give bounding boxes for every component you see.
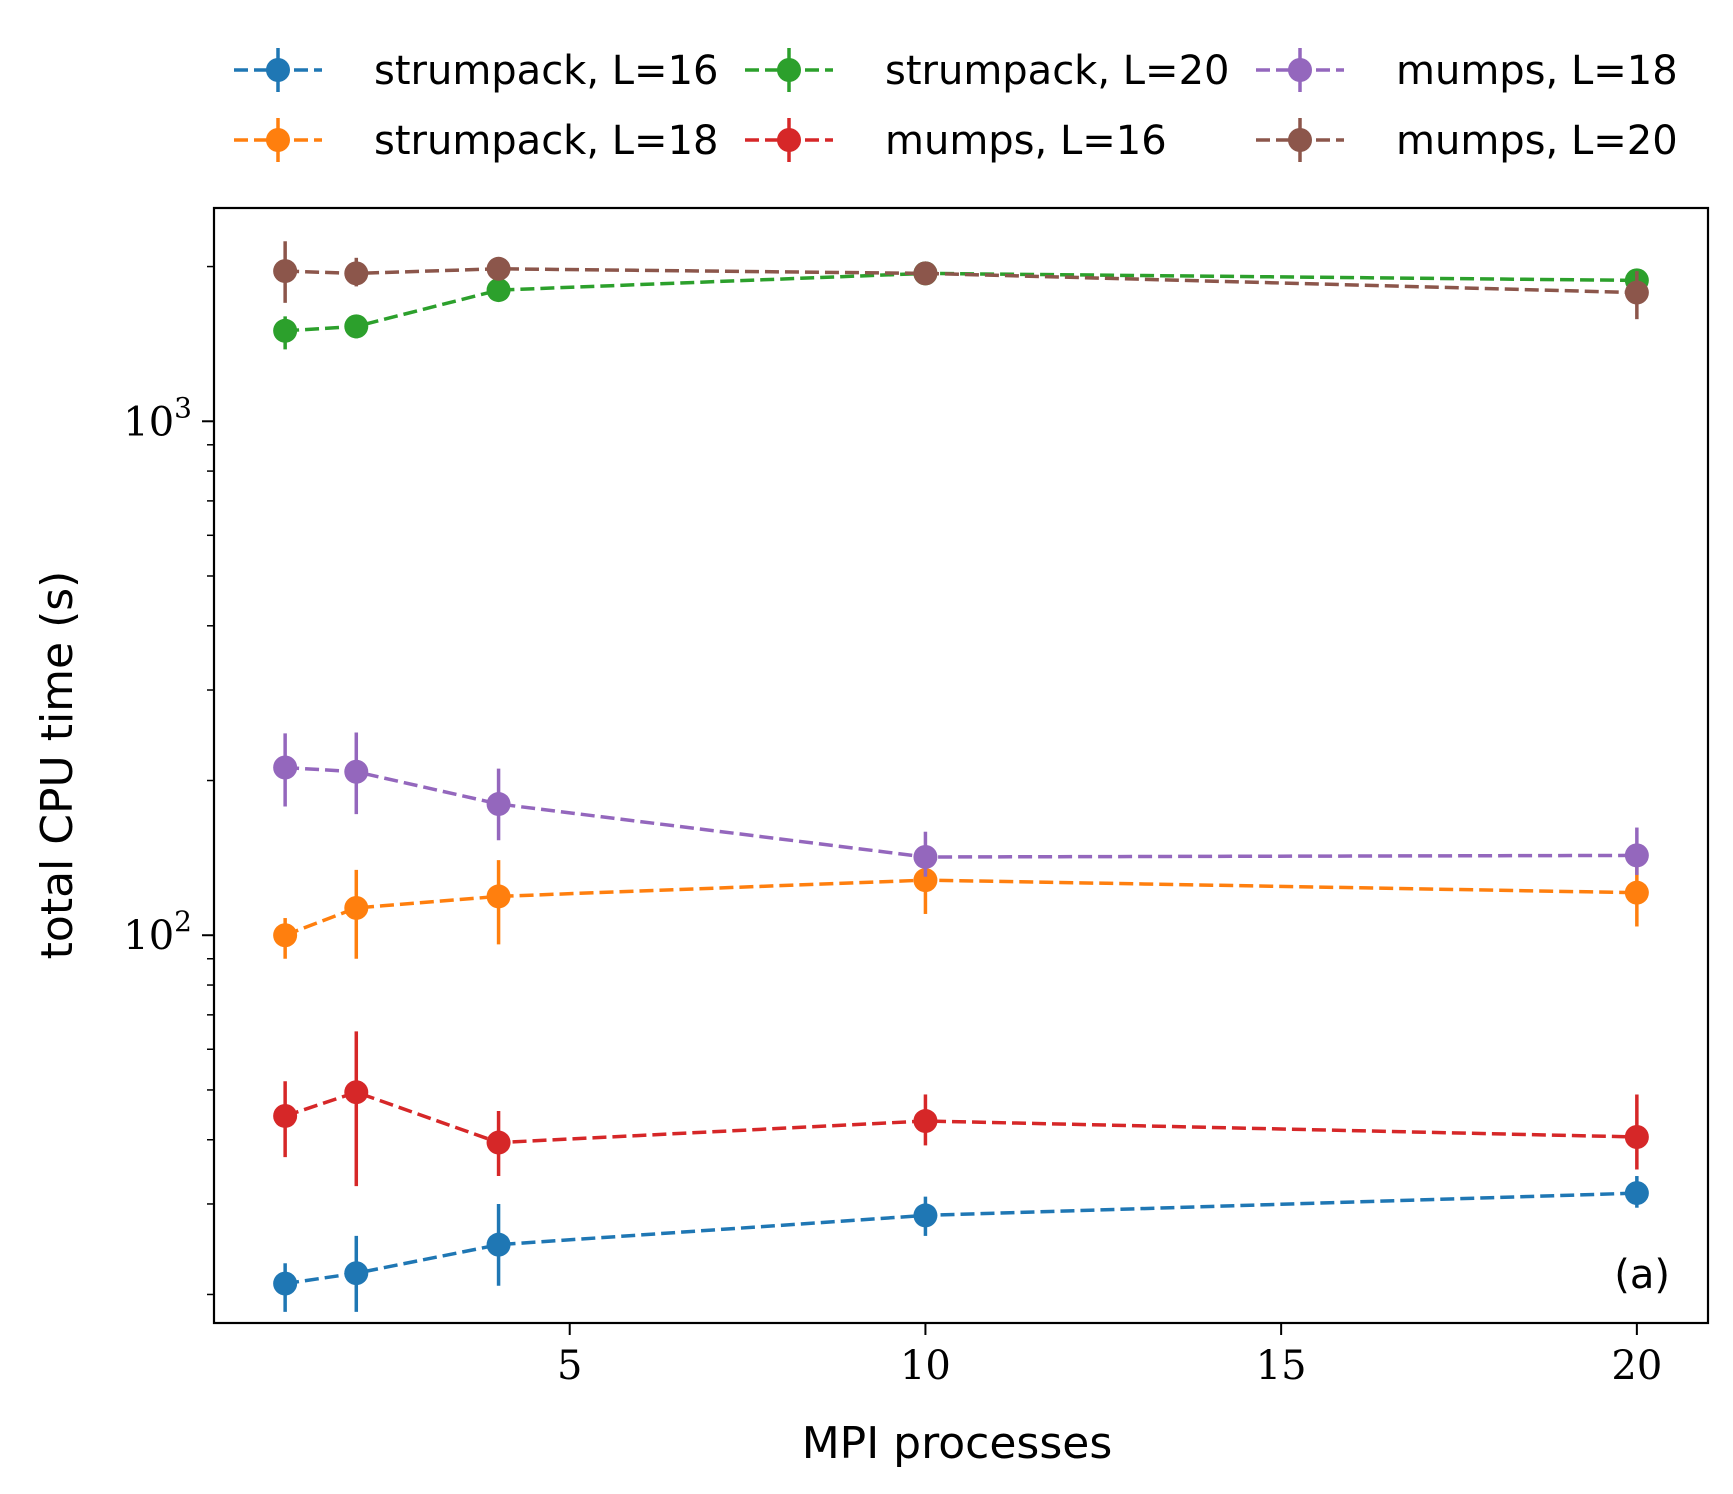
legend-entry-1: strumpack, L=18 [234,118,718,164]
data-point [1624,880,1649,905]
series-4 [273,732,1649,877]
legend-marker-swatch [266,128,290,152]
data-point [344,314,369,339]
panel-label: (a) [1614,1252,1670,1298]
data-point [486,792,511,817]
plot-frame [212,206,1710,1325]
data-series [273,241,1649,1312]
legend: strumpack, L=16 strumpack, L=18 strumpack,… [234,48,1678,164]
data-point [1624,280,1649,305]
legend-entry-0: strumpack, L=16 [234,48,718,94]
data-point [913,844,938,869]
data-point [344,759,369,784]
data-point [913,1203,938,1228]
y-tick-exponent: 2 [174,905,192,938]
data-point [913,868,938,893]
data-point [913,1109,938,1134]
data-point [913,261,938,286]
legend-label: mumps, L=20 [1396,118,1678,164]
legend-label: mumps, L=16 [885,118,1167,164]
data-point [486,256,511,281]
series-0 [273,1176,1649,1312]
x-tick-label: 5 [557,1343,582,1389]
data-point [486,1130,511,1155]
legend-entry-4: mumps, L=18 [1256,48,1678,94]
series-3 [273,1031,1649,1187]
x-tick-label: 10 [900,1343,951,1389]
series-line [284,271,1637,333]
data-point [344,261,369,286]
series-line [284,878,1637,937]
data-point [344,1261,369,1286]
data-point [1624,843,1649,868]
data-point [1624,1124,1649,1149]
data-point [344,1080,369,1105]
legend-label: strumpack, L=16 [374,48,718,94]
legend-entry-5: mumps, L=20 [1256,118,1678,164]
data-point [486,1232,511,1257]
data-point [273,259,298,284]
x-axis-label: MPI processes [802,1418,1113,1469]
x-tick-label: 15 [1256,1343,1307,1389]
data-point [273,923,298,948]
series-2 [273,261,1649,350]
y-tick-base: 10 [123,399,174,445]
y-tick-base: 10 [123,913,174,959]
data-point [344,895,369,920]
legend-entry-2: strumpack, L=20 [745,48,1229,94]
x-tick-label: 20 [1611,1343,1662,1389]
legend-label: mumps, L=18 [1396,48,1678,94]
y-tick-exponent: 3 [174,391,192,424]
legend-marker-swatch [777,128,801,152]
series-line [284,1090,1637,1145]
data-point [486,884,511,909]
legend-label: strumpack, L=20 [885,48,1229,94]
legend-marker-swatch [266,58,290,82]
legend-label: strumpack, L=18 [374,118,718,164]
y-axis-label: total CPU time (s) [32,571,83,960]
series-line [284,1191,1637,1286]
legend-marker-swatch [1288,128,1312,152]
data-point [486,278,511,303]
data-point [273,1103,298,1128]
legend-entry-3: mumps, L=16 [745,118,1167,164]
y-tick-label: 103 [123,391,192,445]
series-line [284,765,1637,859]
data-point [273,318,298,343]
data-point [273,755,298,780]
y-tick-label: 102 [123,905,192,959]
series-5 [273,241,1649,320]
data-point [273,1271,298,1296]
legend-marker-swatch [1288,58,1312,82]
legend-marker-swatch [777,58,801,82]
data-point [1624,1181,1649,1206]
series-1 [273,852,1649,959]
